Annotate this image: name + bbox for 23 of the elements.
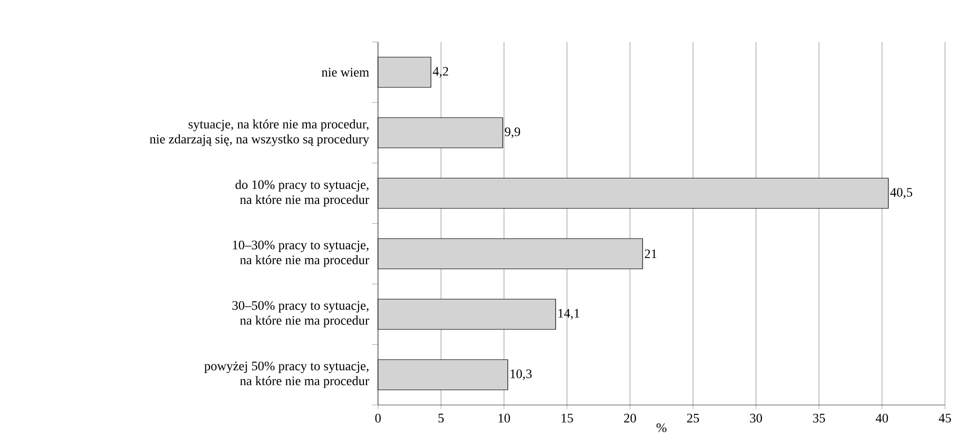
y-tick-label: 10–30% pracy to sytuacje, na które nie ma procedur xyxy=(232,240,370,267)
x-tick-label: 5 xyxy=(438,414,444,422)
data-label: 4,2 xyxy=(432,66,448,78)
x-axis-title: % xyxy=(656,423,666,432)
data-label: 9,9 xyxy=(504,127,520,138)
x-tick-label: 0 xyxy=(375,414,381,423)
data-label: 21 xyxy=(644,249,656,258)
y-tick-label: sytuacje, na które nie ma procedur, nie zdarzają się, na wszystko są procedury xyxy=(150,119,370,146)
x-tick-label: 30 xyxy=(750,414,762,423)
y-tick-label: powyżej 50% pracy to sytuacje, na które nie ma procedur xyxy=(204,362,370,388)
y-tick-label: nie wiem xyxy=(322,68,370,77)
y-tick-label: do 10% pracy to sytuacje, na które nie ma procedur xyxy=(236,180,370,207)
y-tick-label: 30–50% pracy to sytuacje, na które nie ma procedur xyxy=(232,301,370,328)
x-tick-label: 45 xyxy=(938,414,951,422)
data-label: 40,5 xyxy=(890,188,912,199)
x-tick-label: 40 xyxy=(876,414,888,423)
x-tick-label: 35 xyxy=(813,414,825,422)
data-label: 14,1 xyxy=(558,308,580,320)
x-tick-label: 10 xyxy=(498,414,510,423)
x-tick-label: 25 xyxy=(687,414,699,422)
data-label: 10,3 xyxy=(510,369,532,380)
x-tick-label: 20 xyxy=(624,414,636,423)
x-tick-label: 15 xyxy=(562,414,573,422)
